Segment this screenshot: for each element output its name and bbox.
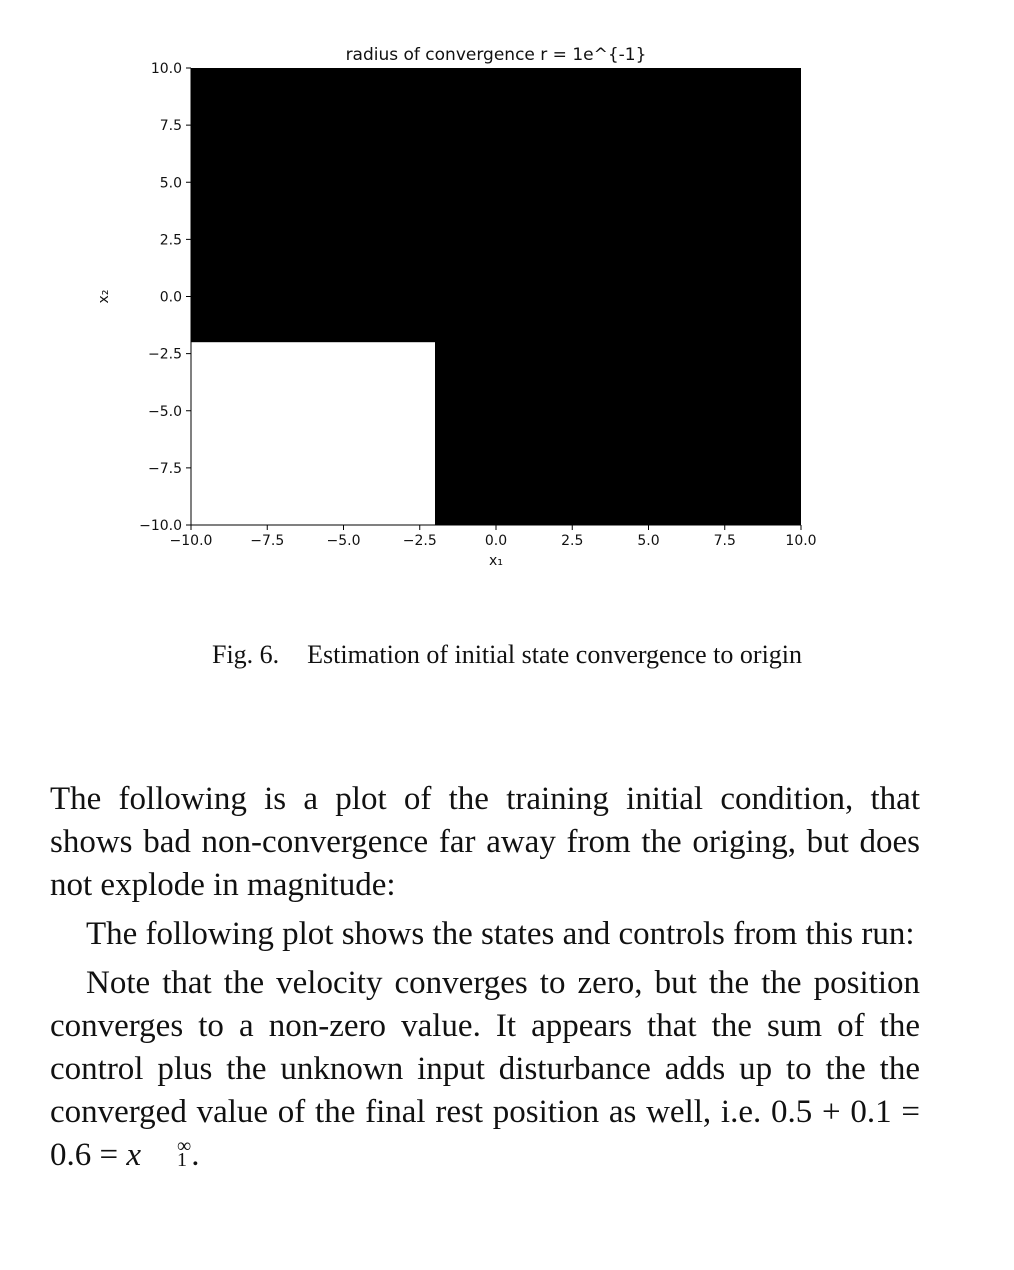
x-tick-label: −10.0: [170, 533, 213, 549]
paragraph-3: Note that the velocity converges to zero…: [50, 962, 920, 1177]
heatmap-region-white: [191, 342, 435, 525]
x-tick-label: −2.5: [403, 533, 437, 549]
equation-sup: ∞: [177, 1135, 192, 1158]
equation-lhs: 0.5 + 0.1 = 0.6 =: [50, 1094, 920, 1173]
body-text: The following is a plot of the training …: [50, 778, 920, 1177]
x-tick-label: 0.0: [485, 533, 507, 549]
y-tick-label: −5.0: [148, 404, 182, 420]
y-tick-label: 10.0: [151, 61, 182, 77]
equation-var: x: [126, 1137, 142, 1173]
paragraph-3-text: Note that the velocity converges to zero…: [50, 965, 920, 1130]
y-tick-label: 7.5: [160, 118, 182, 134]
y-tick-label: 5.0: [160, 175, 182, 191]
paragraph-1: The following is a plot of the training …: [50, 781, 920, 903]
x-tick-label: 7.5: [714, 533, 736, 549]
caption-number: Fig. 6.: [211, 640, 280, 669]
figure-caption: Fig. 6. Estimation of initial state conve…: [0, 640, 1014, 670]
equation-end: .: [191, 1137, 200, 1173]
x-tick-label: −5.0: [327, 533, 361, 549]
convergence-heatmap-chart: radius of convergence r = 1e^{-1} −10.0 −7…: [96, 45, 817, 569]
chart-title: radius of convergence r = 1e^{-1}: [346, 45, 647, 65]
x-tick-label: 10.0: [785, 533, 816, 549]
caption-text: Estimation of initial state convergence …: [307, 640, 803, 669]
y-tick-label: 2.5: [160, 232, 182, 248]
paragraph-2: The following plot shows the states and …: [86, 916, 915, 952]
figure: radius of convergence r = 1e^{-1} −10.0 −7…: [0, 0, 1014, 600]
x-tick-label: −7.5: [250, 533, 284, 549]
y-axis-label: x₂: [96, 290, 112, 304]
x-tick-label: 2.5: [561, 533, 583, 549]
x-axis-label: x₁: [489, 553, 503, 569]
y-tick-label: −7.5: [148, 461, 182, 477]
x-tick-label: 5.0: [637, 533, 659, 549]
y-tick-label: −10.0: [139, 518, 182, 534]
equation: 0.5 + 0.1 = 0.6 = x ∞ 1.: [50, 1094, 920, 1173]
y-tick-label: −2.5: [148, 347, 182, 363]
y-tick-label: 0.0: [160, 290, 182, 306]
equation-sub: 1: [177, 1149, 188, 1172]
